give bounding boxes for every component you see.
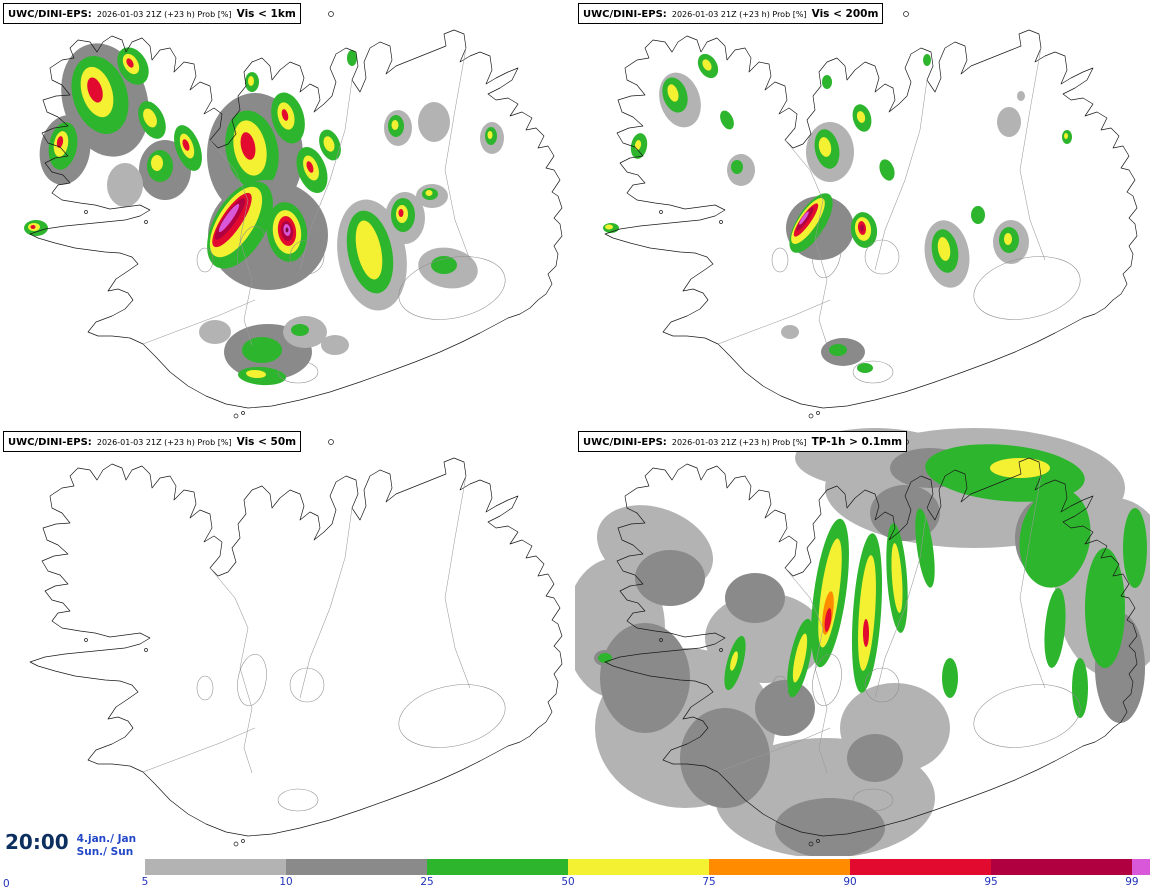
panel-title-vis-50m: UWC/DINI-EPS: 2026-01-03 21Z (+23 h) Pro…	[3, 431, 302, 452]
run-label: 2026-01-03 21Z (+23 h) Prob [%]	[96, 438, 232, 447]
colorbar-tick-95: 95	[984, 876, 998, 888]
colorbar-tick-90: 90	[843, 876, 857, 888]
colorbar-segment-10-25	[286, 859, 427, 875]
colorbar-segment-95-99	[991, 859, 1132, 875]
panel-vis-1km: UWC/DINI-EPS: 2026-01-03 21Z (+23 h) Pro…	[0, 0, 575, 428]
colorbar-segment-50-75	[568, 859, 709, 875]
colorbar-segments	[145, 859, 1150, 875]
model-label: UWC/DINI-EPS:	[8, 9, 92, 20]
colorbar-tick-50: 50	[561, 876, 575, 888]
valid-date-line2: Sun./ Sun	[76, 845, 134, 858]
param-label: TP-1h > 0.1mm	[811, 436, 903, 448]
colorbar-segment-5-10	[145, 859, 286, 875]
colorbar-tick-75: 75	[702, 876, 716, 888]
model-label: UWC/DINI-EPS:	[8, 437, 92, 448]
panel-vis-200m: UWC/DINI-EPS: 2026-01-03 21Z (+23 h) Pro…	[575, 0, 1150, 428]
map-tp-1h	[575, 428, 1150, 856]
run-label: 2026-01-03 21Z (+23 h) Prob [%]	[96, 10, 232, 19]
param-label: Vis < 1km	[236, 8, 296, 20]
time-date-block: 20:00 4.jan./ Jan Sun./ Sun	[5, 829, 141, 861]
colorbar-tick-5: 5	[141, 876, 149, 888]
map-vis-50m	[29, 439, 563, 847]
param-label: Vis < 200m	[811, 8, 879, 20]
model-label: UWC/DINI-EPS:	[583, 9, 667, 20]
panel-title-tp-1h: UWC/DINI-EPS: 2026-01-03 21Z (+23 h) Pro…	[578, 431, 908, 452]
colorbar-tick-25: 25	[420, 876, 434, 888]
panel-tp-1h: UWC/DINI-EPS: 2026-01-03 21Z (+23 h) Pro…	[575, 428, 1150, 856]
param-label: Vis < 50m	[236, 436, 297, 448]
prob-blobs-tp-1h	[575, 428, 1150, 856]
colorbar-ticks: 5 10 25 50 75 90 95 99	[141, 876, 1150, 890]
colorbar-segment-99plus	[1132, 859, 1150, 875]
map-vis-1km	[24, 11, 563, 419]
panel-title-vis-200m: UWC/DINI-EPS: 2026-01-03 21Z (+23 h) Pro…	[578, 3, 884, 24]
run-label: 2026-01-03 21Z (+23 h) Prob [%]	[671, 438, 807, 447]
valid-time: 20:00	[5, 829, 69, 854]
colorbar-segment-25-50	[427, 859, 568, 875]
map-vis-200m	[603, 11, 1138, 419]
map-grid: UWC/DINI-EPS: 2026-01-03 21Z (+23 h) Pro…	[0, 0, 1150, 856]
colorbar-tick-99: 99	[1125, 876, 1139, 888]
colorbar-tick-10: 10	[279, 876, 293, 888]
probability-colorbar	[145, 859, 1150, 875]
run-label: 2026-01-03 21Z (+23 h) Prob [%]	[671, 10, 807, 19]
valid-date-line1: 4.jan./ Jan	[76, 832, 137, 845]
colorbar-segment-75-90	[709, 859, 850, 875]
prob-blobs-vis-1km	[24, 43, 504, 386]
model-label: UWC/DINI-EPS:	[583, 437, 667, 448]
valid-date: 4.jan./ Jan Sun./ Sun	[77, 831, 136, 859]
panel-title-vis-1km: UWC/DINI-EPS: 2026-01-03 21Z (+23 h) Pro…	[3, 3, 301, 24]
prob-blobs-vis-200m	[603, 53, 1072, 373]
colorbar-segment-90-95	[850, 859, 991, 875]
colorbar-tick-0: 0	[3, 878, 10, 890]
colorbar-footer: 0 5 10 25 50 75 90 95 99	[0, 856, 1150, 891]
panel-vis-50m: UWC/DINI-EPS: 2026-01-03 21Z (+23 h) Pro…	[0, 428, 575, 856]
